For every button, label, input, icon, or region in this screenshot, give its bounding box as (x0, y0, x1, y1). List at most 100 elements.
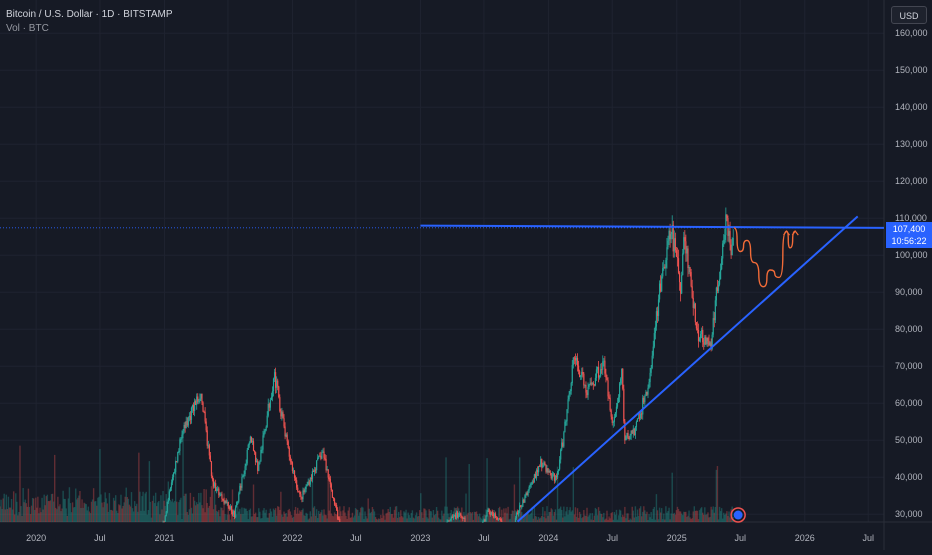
candle-body (668, 230, 670, 241)
candle-body (270, 397, 273, 400)
volume-bar (214, 504, 217, 522)
volume-bar (582, 517, 584, 522)
volume-bar (223, 493, 225, 522)
volume-bar (118, 504, 120, 522)
volume-bar (553, 511, 556, 522)
volume-bar (562, 517, 564, 522)
volume-bar (432, 510, 435, 522)
volume-bar (671, 472, 673, 522)
volume-bar (446, 506, 448, 522)
volume-bar (363, 518, 365, 522)
candle-body (624, 421, 626, 441)
volume-bar (345, 515, 347, 522)
volume-bar (387, 509, 389, 522)
volume-bar (177, 515, 179, 522)
volume-bar (385, 513, 387, 522)
volume-bar (587, 516, 589, 522)
y-tick-label: 120,000 (895, 176, 928, 186)
volume-bar (339, 506, 341, 522)
volume-bar (203, 488, 205, 522)
volume-bar (575, 516, 578, 522)
currency-button[interactable]: USD (891, 6, 927, 24)
volume-bar (126, 497, 128, 522)
last-price-value: 107,400 (892, 224, 926, 234)
candle-body (685, 241, 687, 254)
volume-bar (249, 508, 252, 522)
volume-bar (686, 516, 688, 522)
candle-body (290, 461, 292, 463)
volume-bar (181, 519, 183, 522)
volume-bar (201, 505, 203, 522)
candle-body (287, 441, 289, 448)
volume-bar (11, 509, 14, 522)
volume-bar (632, 510, 634, 522)
projection-path (733, 227, 796, 288)
candle-body (549, 470, 551, 474)
volume-bar (613, 512, 616, 522)
volume-bar (243, 507, 245, 522)
volume-bar (218, 510, 220, 522)
volume-bar (619, 510, 622, 522)
volume-bar (667, 511, 669, 522)
candle-body (730, 244, 732, 256)
volume-bar (222, 510, 224, 522)
volume-bar (407, 512, 409, 522)
candle-body (541, 459, 543, 468)
candle-body (311, 471, 314, 479)
volume-bar (299, 510, 301, 522)
volume-bar (237, 506, 239, 522)
volume-bar (341, 515, 343, 522)
candle-body (693, 303, 695, 308)
volume-bar (300, 511, 302, 522)
volume-bar (472, 519, 475, 522)
volume-bar (623, 516, 625, 522)
volume-bar (557, 509, 560, 522)
candle-body (239, 485, 241, 494)
candle-body (564, 421, 566, 433)
volume-bar (229, 519, 232, 522)
volume-bar (250, 516, 253, 522)
volume-bar (309, 511, 312, 522)
candle-body (695, 322, 697, 329)
volume-bar (711, 509, 713, 522)
candle-body (328, 477, 330, 479)
candle-body (333, 498, 336, 505)
volume-bar (295, 513, 298, 522)
volume-bar (501, 509, 503, 522)
volume-bar (302, 508, 304, 522)
candle-body (324, 457, 326, 459)
candle-body (500, 518, 502, 521)
volume-bar (731, 506, 733, 522)
volume-bar (139, 491, 141, 522)
volume-bar (431, 517, 434, 522)
volume-bar (154, 492, 157, 522)
candle-body (590, 382, 592, 385)
candle-body (617, 397, 620, 403)
volume-bar (440, 519, 442, 522)
volume-bar (328, 510, 330, 522)
volume-bar (287, 510, 289, 522)
candle-body (182, 430, 184, 435)
candle-body (566, 409, 568, 422)
candle-body (701, 329, 703, 335)
candle-body (607, 380, 609, 397)
candle-body (591, 382, 593, 385)
y-tick-label: 40,000 (895, 472, 923, 482)
candle-body (462, 517, 464, 519)
candle-body (710, 342, 712, 349)
candle-body (262, 435, 264, 450)
candle-body (210, 461, 213, 477)
y-tick-label: 110,000 (895, 213, 927, 223)
volume-bar (52, 501, 55, 522)
volume-bar (153, 503, 156, 522)
candle-body (629, 435, 631, 440)
volume-bar (147, 510, 150, 522)
volume-bar (549, 511, 551, 522)
volume-bar (536, 519, 539, 522)
volume-bar (525, 513, 527, 522)
volume-bar (437, 517, 440, 522)
volume-bar (291, 517, 294, 522)
candle-body (304, 489, 306, 492)
